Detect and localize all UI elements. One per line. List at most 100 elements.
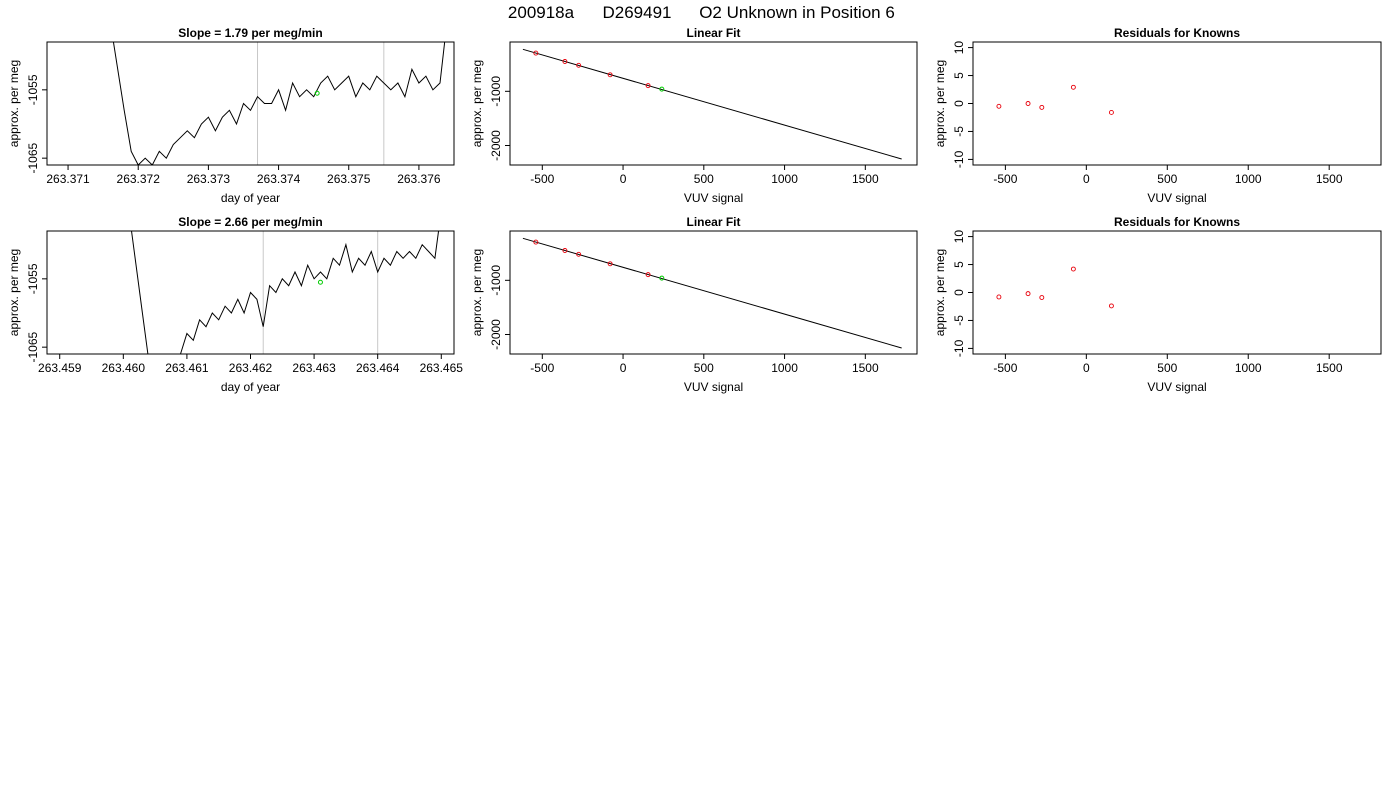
residual-point xyxy=(996,103,1002,109)
y-tick-label: -2000 xyxy=(489,319,503,350)
y-tick-label: -1000 xyxy=(489,76,503,107)
x-tick-label: 1000 xyxy=(1235,361,1262,375)
known-point xyxy=(562,59,568,64)
x-tick-label: 263.460 xyxy=(102,361,146,375)
chart-panel-6: Residuals for Knowns -500 0 500 1000 1500 VUV … xyxy=(933,215,1382,394)
plot-frame xyxy=(972,230,1382,355)
known-point xyxy=(533,239,539,245)
x-axis-label: VUV signal xyxy=(1147,380,1206,394)
x-tick-label: 500 xyxy=(1157,172,1177,186)
y-tick-label: 5 xyxy=(952,261,966,268)
x-tick-label: 263.371 xyxy=(46,172,90,186)
y-tick-label: -5 xyxy=(952,126,966,137)
y-tick-label: -1055 xyxy=(26,263,40,294)
unknown-point xyxy=(659,86,665,92)
residual-point xyxy=(996,294,1002,300)
chart-title: Slope = 2.66 per meg/min xyxy=(178,215,322,229)
x-tick-label: 0 xyxy=(1083,172,1090,186)
y-tick-label: -1000 xyxy=(489,265,503,296)
x-tick-label: 263.462 xyxy=(229,361,273,375)
x-axis-label: VUV signal xyxy=(684,380,743,394)
x-tick-label: 263.375 xyxy=(327,172,371,186)
x-tick-label: 1000 xyxy=(1235,172,1262,186)
residual-point xyxy=(1108,109,1114,115)
y-axis-label: approx. per meg xyxy=(7,249,21,336)
known-point xyxy=(645,272,651,278)
known-point xyxy=(607,261,613,267)
x-tick-label: 1000 xyxy=(771,361,798,375)
residual-point xyxy=(1039,104,1045,110)
y-tick-label: 10 xyxy=(952,230,966,244)
x-tick-label: 500 xyxy=(694,172,714,186)
x-tick-label: 263.372 xyxy=(117,172,161,186)
chart-title: Residuals for Knowns xyxy=(1114,215,1240,229)
plot-frame xyxy=(46,41,455,166)
chart-panel-5: Linear Fit -500 0 500 1000 1500 VUV signal -100… xyxy=(470,215,918,394)
figure-title-run: 200918a xyxy=(508,3,575,22)
unknown-point xyxy=(317,279,323,285)
y-tick-label: -1065 xyxy=(26,143,40,174)
y-tick-label: 10 xyxy=(952,41,966,55)
y-tick-label: -10 xyxy=(952,150,966,168)
chart-panel-1: Slope = 1.79 per meg/min 263.371 263.372 26… xyxy=(7,26,455,205)
fit-line xyxy=(522,237,902,349)
y-tick-label: 0 xyxy=(952,289,966,296)
plot-frame xyxy=(509,41,918,166)
x-tick-label: 263.463 xyxy=(292,361,336,375)
residual-point xyxy=(1025,291,1031,297)
x-tick-label: -500 xyxy=(993,172,1017,186)
x-axis-label: VUV signal xyxy=(1147,191,1206,205)
y-tick-label: -1065 xyxy=(26,332,40,363)
data-series-line xyxy=(112,42,446,165)
figure-title-tank: D269491 xyxy=(602,3,671,22)
known-point xyxy=(607,72,613,78)
residual-point xyxy=(1108,303,1114,309)
x-tick-label: 1500 xyxy=(1316,172,1343,186)
chart-panel-3: Residuals for Knowns -500 0 500 1000 1500 VUV … xyxy=(933,26,1382,205)
figure-title-description: O2 Unknown in Position 6 xyxy=(699,3,895,22)
unknown-point xyxy=(314,90,320,96)
x-tick-label: 263.464 xyxy=(356,361,400,375)
known-point xyxy=(576,62,582,68)
data-series-line xyxy=(131,231,440,354)
y-tick-label: -1055 xyxy=(26,74,40,105)
chart-title: Linear Fit xyxy=(686,215,740,229)
x-axis-label: day of year xyxy=(221,191,280,205)
residual-point xyxy=(1070,84,1076,90)
x-tick-label: 0 xyxy=(1083,361,1090,375)
y-tick-label: 5 xyxy=(952,72,966,79)
x-tick-label: 500 xyxy=(694,361,714,375)
y-axis-label: approx. per meg xyxy=(933,60,947,147)
y-tick-label: 0 xyxy=(952,100,966,107)
y-tick-label: -2000 xyxy=(489,130,503,161)
unknown-point xyxy=(659,275,665,281)
x-tick-label: 263.374 xyxy=(257,172,301,186)
y-axis-label: approx. per meg xyxy=(470,249,484,336)
residual-point xyxy=(1070,266,1076,272)
chart-title: Linear Fit xyxy=(686,26,740,40)
x-axis-label: VUV signal xyxy=(684,191,743,205)
y-axis-label: approx. per meg xyxy=(470,60,484,147)
residual-point xyxy=(1025,101,1031,106)
x-tick-label: 263.459 xyxy=(38,361,82,375)
y-tick-label: -5 xyxy=(952,315,966,326)
known-point xyxy=(562,248,568,253)
x-tick-label: 1500 xyxy=(1316,361,1343,375)
y-axis-label: approx. per meg xyxy=(933,249,947,336)
x-tick-label: 263.461 xyxy=(165,361,209,375)
y-tick-label: -10 xyxy=(952,339,966,357)
known-point xyxy=(576,251,582,257)
x-tick-label: 0 xyxy=(620,361,627,375)
chart-title: Residuals for Knowns xyxy=(1114,26,1240,40)
x-axis-label: day of year xyxy=(221,380,280,394)
chart-title: Slope = 1.79 per meg/min xyxy=(178,26,322,40)
residual-point xyxy=(1039,295,1045,300)
y-axis-label: approx. per meg xyxy=(7,60,21,147)
x-tick-label: -500 xyxy=(530,361,554,375)
x-tick-label: 263.373 xyxy=(187,172,231,186)
chart-panel-2: Linear Fit -500 0 500 1000 1500 VUV signal -100… xyxy=(470,26,918,205)
fit-line xyxy=(522,48,902,160)
x-tick-label: -500 xyxy=(993,361,1017,375)
